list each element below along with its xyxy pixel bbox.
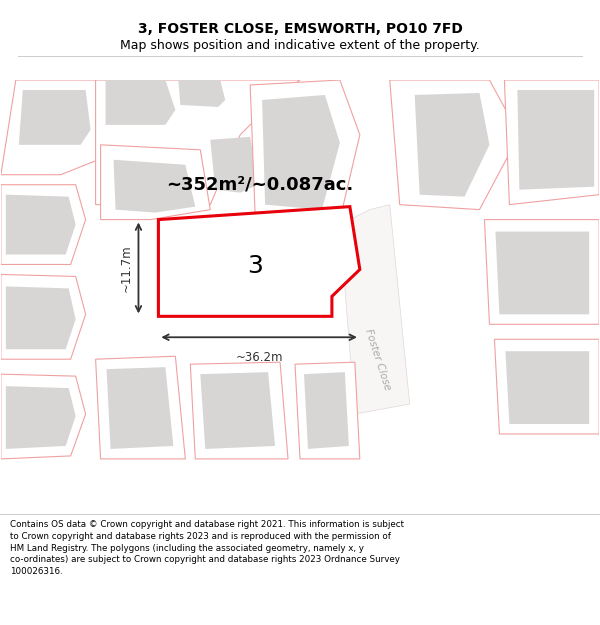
Text: Contains OS data © Crown copyright and database right 2021. This information is : Contains OS data © Crown copyright and d… [10, 520, 404, 576]
Text: ~352m²/~0.087ac.: ~352m²/~0.087ac. [166, 176, 354, 194]
Polygon shape [494, 339, 599, 434]
Text: Map shows position and indicative extent of the property.: Map shows position and indicative extent… [120, 39, 480, 51]
Text: 3, FOSTER CLOSE, EMSWORTH, PO10 7FD: 3, FOSTER CLOSE, EMSWORTH, PO10 7FD [137, 22, 463, 36]
Polygon shape [6, 286, 76, 349]
Polygon shape [19, 90, 91, 145]
Polygon shape [106, 80, 175, 125]
Polygon shape [200, 372, 275, 449]
Polygon shape [505, 80, 599, 204]
Polygon shape [175, 232, 310, 306]
Polygon shape [190, 362, 288, 459]
Polygon shape [517, 90, 594, 189]
Polygon shape [210, 137, 258, 192]
Polygon shape [304, 372, 349, 449]
Text: ~11.7m: ~11.7m [119, 244, 133, 292]
Polygon shape [113, 160, 196, 212]
Polygon shape [1, 80, 121, 175]
Polygon shape [107, 367, 173, 449]
Text: Foster Close: Foster Close [363, 328, 392, 391]
Polygon shape [262, 95, 340, 209]
Polygon shape [484, 219, 599, 324]
Polygon shape [1, 374, 86, 459]
Polygon shape [505, 351, 589, 424]
Polygon shape [250, 80, 360, 219]
Polygon shape [390, 80, 520, 209]
Polygon shape [101, 145, 210, 219]
Polygon shape [95, 80, 300, 204]
Text: 3: 3 [247, 254, 263, 279]
Polygon shape [158, 207, 360, 316]
Polygon shape [496, 232, 589, 314]
Polygon shape [1, 274, 86, 359]
Polygon shape [415, 93, 490, 197]
Polygon shape [178, 80, 225, 107]
Polygon shape [95, 356, 185, 459]
Text: ~36.2m: ~36.2m [235, 351, 283, 364]
Polygon shape [340, 204, 410, 414]
Polygon shape [6, 386, 76, 449]
Polygon shape [1, 185, 86, 264]
Polygon shape [295, 362, 360, 459]
Polygon shape [6, 194, 76, 254]
